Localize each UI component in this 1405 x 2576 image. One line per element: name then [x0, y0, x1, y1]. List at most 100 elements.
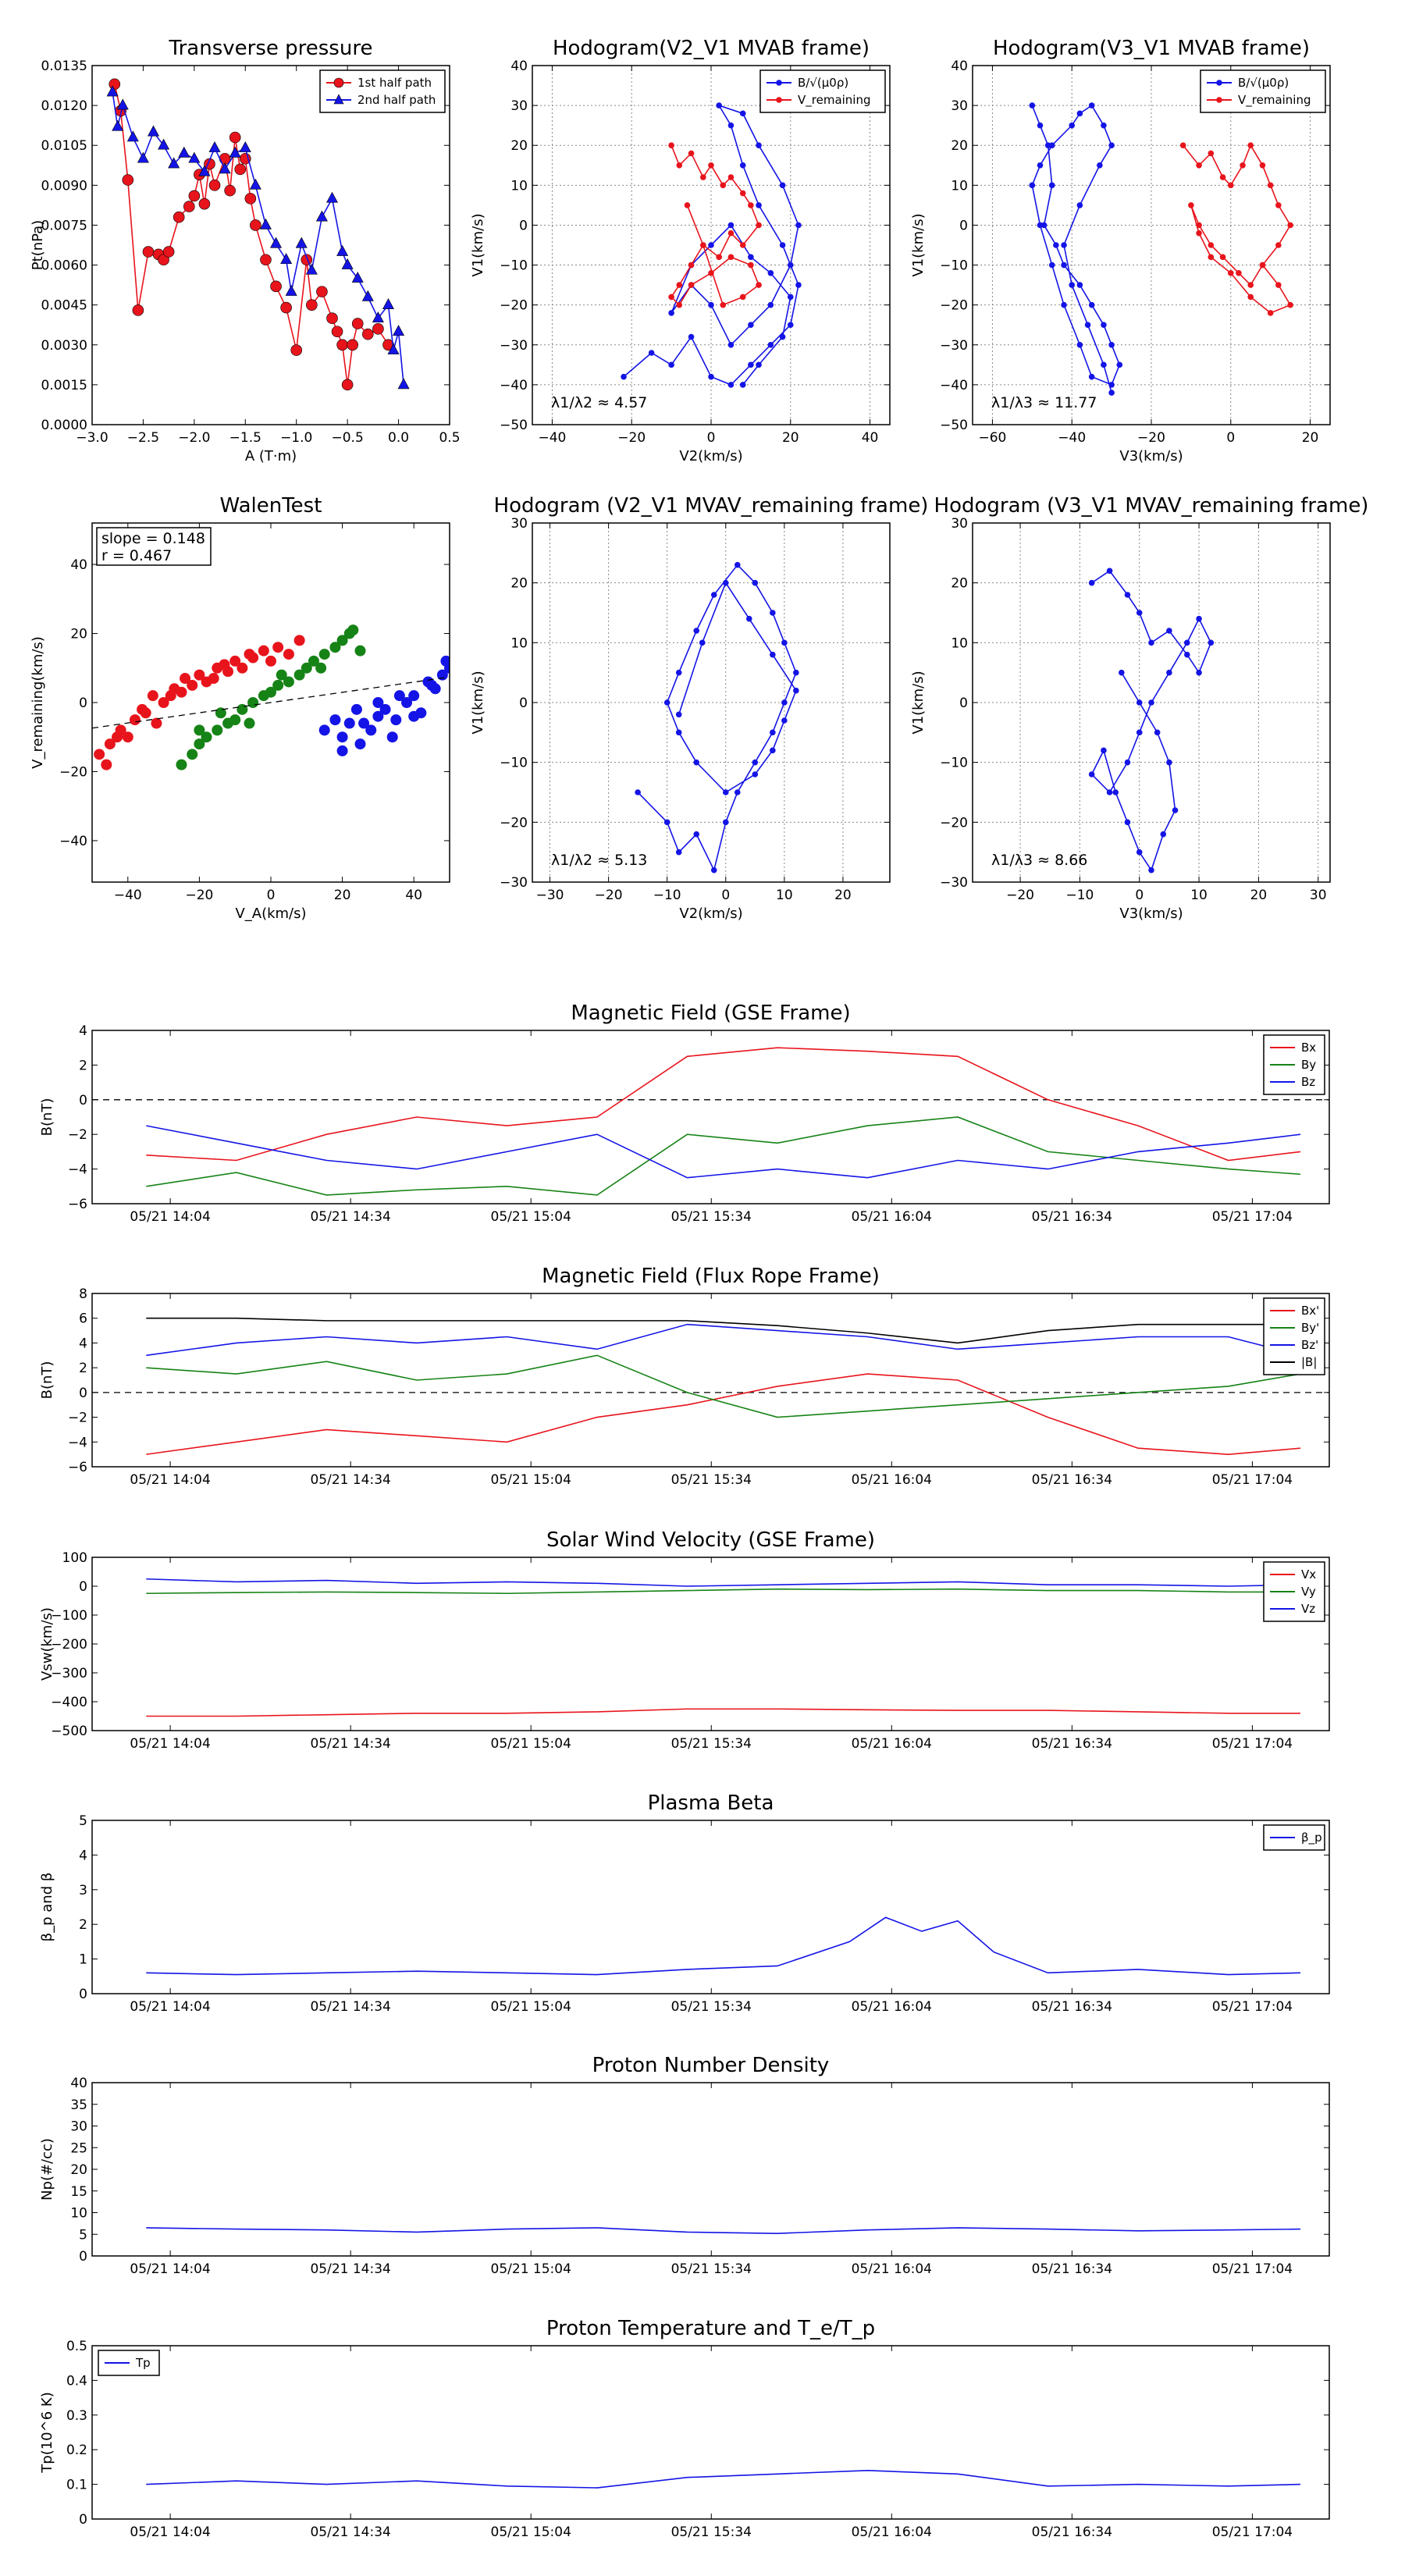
transverse-pressure-ytick-label: 0.0000 [41, 418, 87, 433]
solar-wind-velocity-ytick-label: −400 [51, 1695, 87, 1710]
hodogram-v2-v1-mvav-series-s0-point [699, 639, 706, 646]
solar-wind-velocity-series-vx-line [146, 1708, 1301, 1717]
hodogram-v2-v1-mvav-series-s0-point [781, 639, 788, 646]
walen-test-series-s1-point [187, 749, 198, 760]
transverse-pressure-legend-marker [333, 77, 344, 88]
hodogram-v2-v1-mvav-xtick-label: −30 [536, 888, 564, 903]
walen-test-series-s1-point [301, 662, 312, 674]
walen-test-series-s0-point [101, 759, 112, 770]
hodogram-v2-v1-mvav-annotation: λ1/λ2 ≈ 5.13 [551, 852, 647, 869]
hodogram-v2-v1-mvab-series-b-0-point [767, 341, 774, 348]
transverse-pressure-legend-marker [333, 94, 344, 105]
transverse-pressure-series-1st-half-path-point [173, 211, 185, 223]
magnetic-field-flux-rope-legend-label: By' [1301, 1321, 1319, 1335]
hodogram-v3-v1-mvab-series-b-0-point [1076, 282, 1083, 288]
hodogram-v3-v1-mvav-series-s0-point [1101, 747, 1107, 754]
transverse-pressure-series-1st-half-path-point [362, 328, 374, 340]
transverse-pressure-ytick-label: 0.0015 [41, 378, 87, 393]
hodogram-v2-v1-mvav-series-s0-point [793, 669, 799, 676]
hodogram-v3-v1-mvab-series-b-0-point [1076, 341, 1083, 348]
hodogram-v3-v1-mvab-series-b-0-point [1088, 301, 1095, 308]
walen-test-series-s2-point [358, 717, 370, 729]
transverse-pressure-series-2nd-half-path-point [168, 157, 180, 169]
hodogram-v3-v1-mvab-data [1029, 102, 1293, 396]
hodogram-v2-v1-mvab-series-v-remaining-point [700, 242, 706, 248]
hodogram-v3-v1-mvav-series-s0-point [1196, 615, 1202, 622]
walen-test-series-s2-point [393, 690, 405, 702]
walen-test-series-s2-point [390, 714, 402, 726]
hodogram-v2-v1-mvav-series-s0-point [770, 610, 776, 616]
hodogram-v3-v1-mvav-series-s0-point [1136, 699, 1143, 706]
hodogram-v2-v1-mvab-ytick-label: −40 [500, 378, 528, 393]
transverse-pressure-legend [319, 69, 446, 113]
hodogram-v3-v1-mvab-series-b-0-point [1076, 202, 1083, 208]
hodogram-v3-v1-mvab-series-v-remaining-point [1267, 310, 1274, 316]
hodogram-v2-v1-mvav-panel: Hodogram (V2_V1 MVAV_remaining frame) −30… [470, 494, 928, 922]
transverse-pressure-series-2nd-half-path-point [229, 146, 241, 158]
proton-number-density-ytick-label: 25 [70, 2140, 87, 2156]
magnetic-field-flux-rope-xtick-label: 05/21 16:34 [1032, 1472, 1112, 1488]
hodogram-v2-v1-mvab-ytick-label: −20 [500, 298, 528, 314]
hodogram-v3-v1-mvab-ytick-label: −30 [940, 338, 968, 354]
transverse-pressure-series-1st-half-path-point [326, 312, 338, 325]
hodogram-v3-v1-mvab-frame [972, 65, 1331, 425]
hodogram-v3-v1-mvav-series-s0-point [1160, 831, 1167, 838]
transverse-pressure-series-2nd-half-path-point [341, 258, 354, 269]
hodogram-v3-v1-mvab-ytick-label: −50 [940, 418, 968, 433]
plasma-beta-xtick-label: 05/21 14:34 [310, 1999, 390, 2015]
transverse-pressure-xtick-label: 0.5 [439, 430, 460, 446]
hodogram-v2-v1-mvab-ytick-label: 40 [510, 59, 528, 74]
solar-wind-velocity-frame [91, 1557, 1330, 1731]
solar-wind-velocity-panel: Solar Wind Velocity (GSE Frame) 05/21 14:… [39, 1528, 1330, 1752]
hodogram-v3-v1-mvab-series-v-remaining-point [1196, 162, 1202, 169]
walen-test-series-s2-point [365, 724, 377, 736]
hodogram-v3-v1-mvav-ytick-label: 10 [951, 635, 968, 651]
magnetic-field-flux-rope-xtick-label: 05/21 17:04 [1212, 1472, 1293, 1488]
transverse-pressure-xtick-label: −1.5 [229, 430, 261, 446]
walen-test-annotation-line: r = 0.467 [101, 547, 172, 564]
hodogram-v3-v1-mvab-series-b-0-point [1037, 162, 1044, 169]
hodogram-v3-v1-mvav-xtick-label: 10 [1190, 888, 1208, 903]
proton-temperature-ylabel: Tp(10^6 K) [39, 2392, 55, 2473]
hodogram-v3-v1-mvav-series-s0-point [1154, 729, 1161, 736]
transverse-pressure-ytick-label: 0.0135 [41, 59, 87, 74]
hodogram-v3-v1-mvav-title: Hodogram (V3_V1 MVAV_remaining frame) [934, 494, 1369, 518]
hodogram-v2-v1-mvab-series-v-remaining-point [720, 301, 727, 308]
magnetic-field-gse-series-bz-line [146, 1125, 1301, 1179]
proton-number-density-ytick-label: 15 [70, 2184, 87, 2200]
hodogram-v2-v1-mvab-xtick-label: 20 [782, 430, 799, 446]
hodogram-v3-v1-mvab-series-b-0-point [1048, 182, 1055, 189]
hodogram-v3-v1-mvav-series-s0-point [1196, 669, 1202, 676]
transverse-pressure-series-1st-half-path-point [188, 190, 201, 202]
solar-wind-velocity-ytick-label: −300 [51, 1666, 87, 1681]
transverse-pressure-series-2nd-half-path-point [285, 284, 297, 296]
walen-test-series-s1-point [283, 676, 294, 688]
walen-test-ytick-label: −20 [59, 764, 87, 780]
walen-test-series-s1-point [347, 624, 359, 636]
walen-test-series-s1-point [354, 645, 366, 656]
walen-test-series-s1-point [229, 714, 241, 726]
walen-test-ytick-label: 0 [79, 696, 87, 711]
hodogram-v2-v1-mvab-legend-label: B/√(μ0ρ) [798, 76, 848, 90]
transverse-pressure-xtick-label: 0.0 [388, 430, 409, 446]
proton-number-density-xtick-label: 05/21 15:04 [491, 2261, 571, 2277]
solar-wind-velocity-xtick-label: 05/21 16:04 [852, 1736, 932, 1752]
hodogram-v3-v1-mvab-series-b-0-point [1101, 361, 1107, 368]
hodogram-v2-v1-mvav-series-s0-point [781, 699, 788, 706]
hodogram-v2-v1-mvav-series-s0-point [663, 699, 670, 706]
transverse-pressure-series-2nd-half-path-point [295, 237, 308, 248]
hodogram-v2-v1-mvab-series-v-remaining-point [748, 262, 754, 269]
hodogram-v2-v1-mvav-data [635, 561, 799, 873]
walen-test-series-s0-point [180, 673, 191, 685]
hodogram-v3-v1-mvab-series-b-0-point [1108, 382, 1115, 388]
hodogram-v3-v1-mvab-series-b-0-point [1037, 122, 1044, 129]
proton-temperature-ytick-label: 0.4 [66, 2373, 87, 2389]
hodogram-v3-v1-mvab-series-b-0-point [1061, 242, 1067, 248]
walen-test-series-s2-point [408, 690, 420, 702]
hodogram-v2-v1-mvav-frame [532, 522, 891, 883]
walen-test-series-s0-point [229, 655, 241, 667]
hodogram-v2-v1-mvab-series-v-remaining-point [688, 262, 695, 269]
hodogram-v3-v1-mvab-series-v-remaining-point [1259, 162, 1266, 169]
proton-temperature-ytick-label: 0.1 [66, 2478, 87, 2493]
